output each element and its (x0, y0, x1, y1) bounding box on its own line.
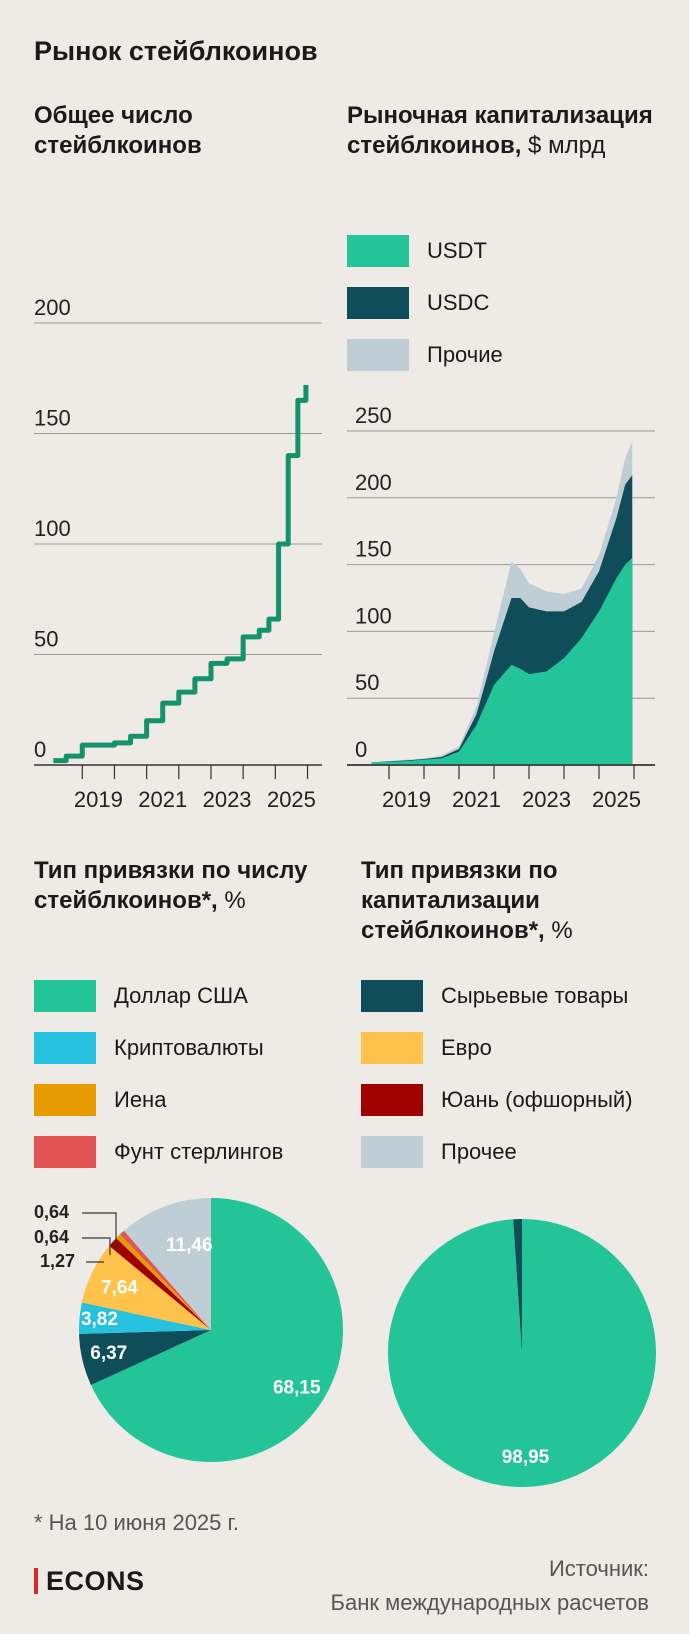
count-xtick-label: 2023 (203, 787, 252, 812)
peg-count-title: Тип привязки по числу стейблкоинов*, % (34, 856, 334, 916)
cap-ytick-label: 200 (355, 470, 392, 495)
count-ytick-label: 50 (34, 627, 58, 652)
legend-label-crypto: Криптовалюты (114, 1035, 264, 1060)
legend-swatch-other (347, 339, 409, 371)
count-xtick-label: 2019 (74, 787, 123, 812)
pie-callout-line (82, 1212, 117, 1250)
cap-chart-title: Рыночная капитализация стейблкоинов, $ м… (347, 101, 667, 161)
legend-label-commod: Сырьевые товары (441, 983, 629, 1008)
pie-slice-cny (109, 1238, 211, 1330)
peg-cap-title-main: Тип привязки по капитализации стейблкоин… (361, 857, 558, 944)
pie-value-label: 11,46 (166, 1235, 213, 1256)
cap-xtick-label: 2025 (592, 787, 641, 812)
pie-callout-label: 0,64 (34, 1202, 69, 1222)
count-chart: 200 150 100 50 0 2019 2021 2023 2025 (34, 295, 322, 812)
legend-swatch-crypto (34, 1032, 96, 1064)
count-ytick-label: 150 (34, 406, 71, 431)
legend-swatch-cny (361, 1084, 423, 1116)
pie-value-label: 68,15 (273, 1378, 321, 1399)
logo-bar-icon (34, 1568, 38, 1594)
pie-callout-label: 0,64 (34, 1227, 69, 1247)
pie-slice-usd (91, 1198, 344, 1462)
page-title: Рынок стейблкоинов (34, 36, 318, 66)
cap-ytick-label: 250 (355, 403, 392, 428)
pie-value-label: 3,82 (81, 1309, 118, 1330)
legend-swatch-gbp (34, 1136, 96, 1168)
cap-ytick-label: 0 (355, 737, 367, 762)
pie-value-label: 7,64 (101, 1278, 138, 1299)
legend-label-eur: Евро (441, 1035, 492, 1060)
legend-label-other: Прочие (427, 342, 503, 367)
legend-label-usdt: USDT (427, 238, 487, 263)
cap-ytick-label: 150 (355, 537, 392, 562)
pies-svg: 68,15 6,37 3,82 7,64 11,46 0,64 0,64 1,27 98,95 (34, 1198, 656, 1487)
count-series-line (53, 384, 309, 764)
legend-swatch-other-peg (361, 1136, 423, 1168)
peg-count-title-main: Тип привязки по числу стейблкоинов*, (34, 857, 308, 914)
legend-label-other-peg: Прочее (441, 1139, 517, 1164)
count-ytick-label: 0 (34, 737, 46, 762)
pie-slice-other (123, 1198, 211, 1330)
pie-slice-commod (79, 1330, 211, 1386)
cap-chart-unit: $ млрд (528, 132, 606, 159)
source: Источник: Банк международных расчетов (331, 1552, 649, 1620)
count-ytick-label: 200 (34, 295, 71, 320)
peg-cap-title: Тип привязки по капитализации стейблкоин… (361, 856, 671, 946)
legend-swatch-commod (361, 980, 423, 1012)
source-label: Источник: (548, 1556, 649, 1581)
footnote: * На 10 июня 2025 г. (34, 1510, 239, 1535)
cap-ytick-label: 50 (355, 670, 379, 695)
legend-swatch-usdc (347, 287, 409, 319)
peg-count-unit: % (224, 887, 246, 914)
legend-label-usdc: USDC (427, 290, 490, 315)
pie-cap: 98,95 (387, 1219, 656, 1487)
pie-slice-commod (513, 1219, 522, 1353)
pie-slice-crypto (79, 1302, 212, 1334)
count-chart-title: Общее число стейблкоинов (34, 102, 202, 159)
legend-swatch-usdt (347, 235, 409, 267)
legend-swatch-usd (34, 980, 96, 1012)
pie-callout-label: 1,27 (40, 1251, 75, 1271)
cap-xtick-label: 2019 (382, 787, 431, 812)
cap-area-usdt (371, 557, 633, 765)
legend-label-gbp: Фунт стерлингов (114, 1139, 284, 1164)
count-xtick-label: 2021 (138, 787, 187, 812)
peg-cap-unit: % (551, 917, 573, 944)
pie-count: 68,15 6,37 3,82 7,64 11,46 0,64 0,64 1,27 (34, 1198, 344, 1462)
pie-slice-gbp (120, 1230, 211, 1330)
cap-xtick-label: 2023 (522, 787, 571, 812)
cap-xtick-label: 2021 (452, 787, 501, 812)
econs-logo: ECONS (34, 1566, 145, 1597)
pie-slice-usd (387, 1219, 656, 1487)
legend-swatch-yen (34, 1084, 96, 1116)
pie-slice-eur (81, 1245, 211, 1330)
cap-chart-title-main: Рыночная капитализация стейблкоинов, (347, 102, 653, 159)
top-charts-svg: 200 150 100 50 0 2019 2021 2023 2025 250 200 150 10… (34, 295, 655, 812)
pie-slice-yen (116, 1234, 211, 1330)
legend-label-cny: Юань (офшорный) (441, 1087, 633, 1112)
cap-chart: 250 200 150 100 50 0 2019 2021 2023 2025 (347, 403, 655, 812)
count-xtick-label: 2025 (267, 787, 316, 812)
count-ytick-label: 100 (34, 516, 71, 541)
pie-callout-line (82, 1237, 111, 1255)
cap-ytick-label: 100 (355, 603, 392, 628)
legend-swatch-eur (361, 1032, 423, 1064)
pie-value-label: 98,95 (502, 1447, 550, 1468)
source-name: Банк международных расчетов (330, 1590, 649, 1615)
pie-value-label: 6,37 (90, 1343, 127, 1364)
legend-label-usd: Доллар США (114, 983, 248, 1008)
legend-label-yen: Иена (114, 1087, 167, 1112)
logo-text: ECONS (46, 1566, 145, 1596)
